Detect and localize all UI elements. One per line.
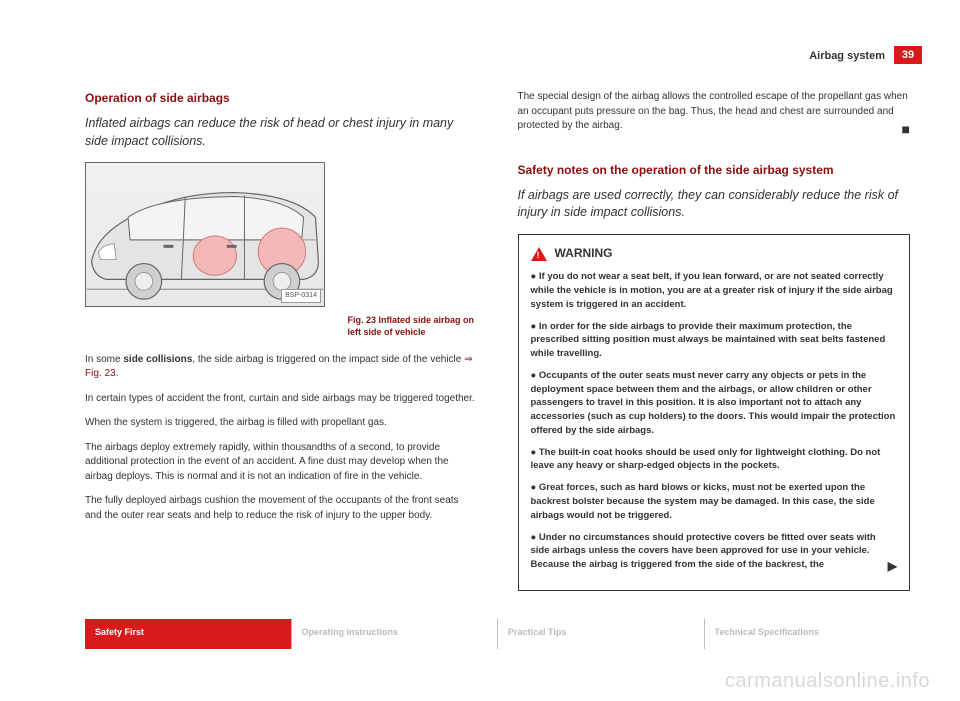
right-top-para: The special design of the airbag allows … bbox=[518, 90, 911, 134]
page-number: 39 bbox=[894, 46, 922, 64]
left-para-3: When the system is triggered, the airbag… bbox=[85, 416, 478, 431]
p1-a: In some bbox=[85, 354, 123, 365]
watermark: carmanualsonline.info bbox=[725, 670, 930, 693]
warning-bullet: ● Occupants of the outer seats must neve… bbox=[531, 369, 898, 438]
left-column: Operation of side airbags Inflated airba… bbox=[85, 90, 478, 591]
left-intro: Inflated airbags can reduce the risk of … bbox=[85, 115, 478, 150]
car-illustration bbox=[86, 163, 324, 306]
left-para-4: The airbags deploy extremely rapidly, wi… bbox=[85, 441, 478, 485]
p1-c: , the side airbag is triggered on the im… bbox=[192, 354, 464, 365]
right-heading: Safety notes on the operation of the sid… bbox=[518, 162, 911, 179]
warning-bullet: ● If you do not wear a seat belt, if you… bbox=[531, 270, 898, 311]
warning-title: WARNING bbox=[555, 245, 613, 262]
right-top-text: The special design of the airbag allows … bbox=[518, 91, 908, 131]
figure-caption-row: Fig. 23 Inflated side airbag on left sid… bbox=[85, 315, 478, 338]
right-intro: If airbags are used correctly, they can … bbox=[518, 187, 911, 222]
figure-side-airbag: BSP-0314 bbox=[85, 162, 325, 307]
spacer bbox=[518, 144, 911, 162]
manual-page: Airbag system 39 Operation of side airba… bbox=[0, 0, 960, 701]
warning-bullet: ● Great forces, such as hard blows or ki… bbox=[531, 481, 898, 522]
p1-bold: side collisions bbox=[123, 354, 192, 365]
left-heading: Operation of side airbags bbox=[85, 90, 478, 107]
warning-bullet: ● Under no circumstances should protecti… bbox=[531, 531, 898, 572]
right-column: The special design of the airbag allows … bbox=[518, 90, 911, 591]
tab-practical-tips[interactable]: Practical Tips bbox=[497, 619, 704, 649]
warning-bullet: ● The built-in coat hooks should be used… bbox=[531, 446, 898, 474]
warning-bullets: ● If you do not wear a seat belt, if you… bbox=[531, 270, 898, 572]
warning-header: WARNING bbox=[531, 245, 898, 262]
tab-safety-first[interactable]: Safety First bbox=[85, 619, 291, 649]
continue-marker: ▶ bbox=[888, 558, 897, 575]
p1-d: . bbox=[116, 368, 119, 379]
left-para-5: The fully deployed airbags cushion the m… bbox=[85, 494, 478, 523]
content-columns: Operation of side airbags Inflated airba… bbox=[85, 90, 910, 591]
warning-box: WARNING ● If you do not wear a seat belt… bbox=[518, 234, 911, 591]
warning-bullet: ● In order for the side airbags to provi… bbox=[531, 320, 898, 361]
footer-tabs: Safety First Operating instructions Prac… bbox=[85, 619, 910, 649]
left-para-1: In some side collisions, the side airbag… bbox=[85, 353, 478, 382]
figure-caption: Fig. 23 Inflated side airbag on left sid… bbox=[348, 315, 478, 338]
tab-technical-specifications[interactable]: Technical Specifications bbox=[704, 619, 911, 649]
left-para-2: In certain types of accident the front, … bbox=[85, 392, 478, 407]
figure-id-label: BSP-0314 bbox=[281, 289, 321, 303]
section-end-mark: ■ bbox=[902, 119, 910, 139]
header-section: Airbag system bbox=[809, 50, 885, 62]
warning-icon bbox=[531, 247, 547, 261]
tab-operating-instructions[interactable]: Operating instructions bbox=[291, 619, 498, 649]
